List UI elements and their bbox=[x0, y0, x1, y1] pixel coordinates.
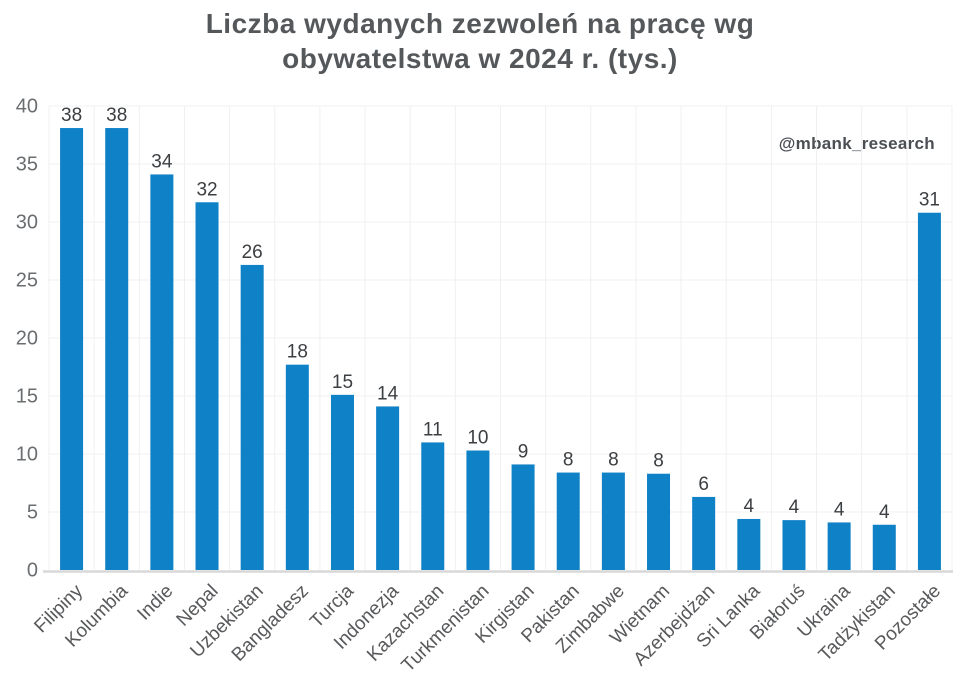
value-label: 10 bbox=[467, 428, 488, 449]
value-label: 4 bbox=[744, 496, 755, 517]
bar-nepal bbox=[195, 202, 219, 570]
y-tick-label: 15 bbox=[16, 386, 38, 408]
bar-kirgistan bbox=[511, 464, 535, 570]
bar-pakistan bbox=[556, 472, 580, 570]
value-label: 6 bbox=[698, 474, 709, 495]
bar-uzbekistan bbox=[240, 264, 264, 570]
bar-sri-lanka bbox=[737, 518, 761, 570]
y-tick-label: 40 bbox=[16, 96, 38, 118]
x-tick-label: Indie bbox=[133, 581, 177, 625]
bar-tadżykistan bbox=[872, 524, 896, 570]
bar-turcja bbox=[330, 394, 354, 570]
value-label: 14 bbox=[377, 383, 399, 404]
y-tick-label: 20 bbox=[16, 328, 38, 350]
value-label: 4 bbox=[789, 497, 800, 518]
bar-kolumbia bbox=[105, 128, 129, 571]
value-label: 4 bbox=[879, 502, 890, 523]
bar-ukraina bbox=[827, 522, 851, 570]
y-axis-labels: 0 5 10 15 20 25 30 35 40 bbox=[16, 96, 38, 582]
bar-filipiny bbox=[60, 128, 84, 571]
value-label: 34 bbox=[151, 151, 173, 172]
value-label: 31 bbox=[919, 190, 940, 211]
y-tick-label: 25 bbox=[16, 270, 38, 292]
value-label: 9 bbox=[518, 441, 529, 462]
gridlines bbox=[48, 105, 953, 570]
value-label: 32 bbox=[196, 179, 217, 200]
value-label: 8 bbox=[563, 450, 574, 471]
value-label: 8 bbox=[653, 451, 664, 472]
bar-zimbabwe bbox=[601, 472, 625, 570]
value-label: 26 bbox=[242, 242, 263, 263]
value-label: 38 bbox=[61, 105, 82, 126]
value-label: 18 bbox=[287, 342, 308, 363]
chart-title-line-1: Liczba wydanych zezwoleń na pracę wg bbox=[205, 8, 755, 39]
chart-title-line-2: obywatelstwa w 2024 r. (tys.) bbox=[282, 43, 678, 74]
value-labels: 38 38 34 32 26 18 15 14 11 10 9 8 8 8 6 4 4 4 4 31 bbox=[61, 105, 940, 523]
value-label: 38 bbox=[106, 105, 127, 126]
bar-wietnam bbox=[647, 473, 671, 570]
bar-indie bbox=[150, 174, 174, 570]
bars bbox=[60, 128, 941, 571]
bar-turkmenistan bbox=[466, 450, 490, 570]
bar-bangladesz bbox=[285, 364, 309, 570]
bar-kazachstan bbox=[421, 442, 445, 570]
value-label: 15 bbox=[332, 372, 353, 393]
bar-azerbejdżan bbox=[692, 496, 716, 570]
value-label: 8 bbox=[608, 450, 619, 471]
bar-indonezja bbox=[376, 406, 400, 570]
y-tick-label: 30 bbox=[16, 212, 38, 234]
chart-title: Liczba wydanych zezwoleń na pracę wg oby… bbox=[0, 6, 960, 76]
watermark: @mbank_research bbox=[778, 134, 935, 153]
y-tick-label: 35 bbox=[16, 154, 38, 176]
y-tick-label: 5 bbox=[27, 502, 38, 524]
y-tick-label: 10 bbox=[16, 444, 38, 466]
value-label: 4 bbox=[834, 499, 845, 520]
y-tick-label: 0 bbox=[27, 560, 38, 582]
bar-białoruś bbox=[782, 520, 806, 570]
value-label: 11 bbox=[423, 419, 443, 440]
bar-pozostałe bbox=[917, 212, 941, 570]
